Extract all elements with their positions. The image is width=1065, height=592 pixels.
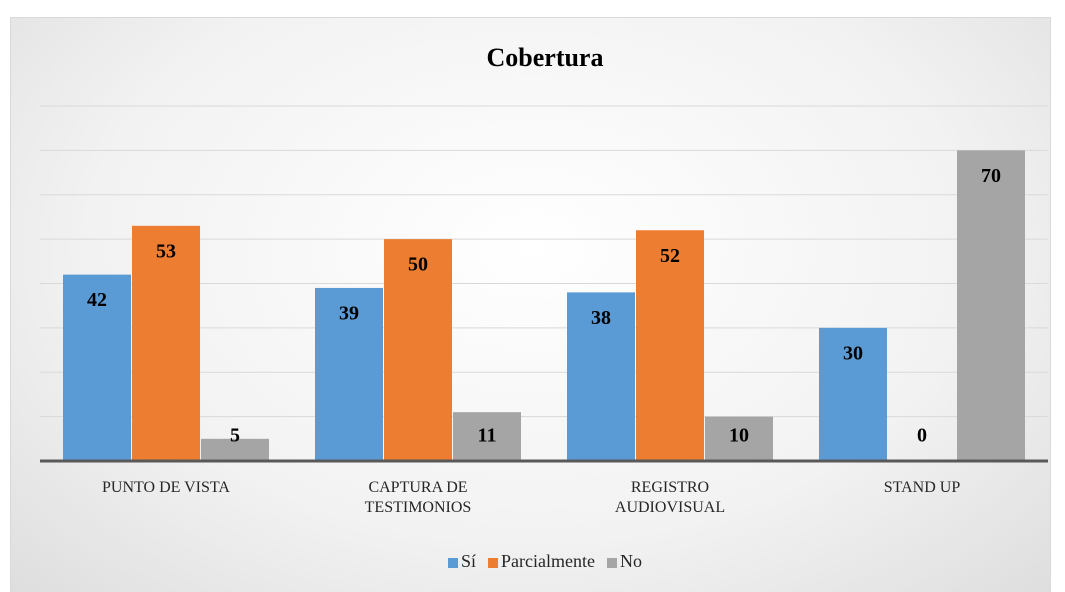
data-label: 52 — [660, 245, 680, 267]
legend: Sí Parcialmente No — [448, 551, 642, 571]
legend-label: Parcialmente — [501, 551, 595, 571]
bar — [636, 230, 704, 461]
data-label: 30 — [843, 342, 863, 364]
data-label: 11 — [478, 425, 497, 447]
bar — [132, 225, 200, 461]
data-label: 39 — [339, 303, 359, 325]
data-label: 50 — [408, 254, 428, 276]
data-label: 5 — [230, 425, 240, 447]
x-tick-label: PUNTO DE VISTA — [102, 479, 230, 496]
bar — [384, 239, 452, 461]
legend-label: Sí — [461, 551, 476, 571]
legend-swatch — [448, 558, 459, 568]
bar — [705, 416, 773, 461]
x-tick-label: REGISTRO AUDIOVISUAL — [614, 479, 726, 516]
bar — [63, 274, 131, 461]
bar — [819, 327, 887, 461]
data-label: 42 — [87, 289, 107, 311]
bar — [315, 287, 383, 461]
data-label: 10 — [729, 425, 749, 447]
bar — [567, 292, 635, 461]
bar — [201, 438, 269, 461]
chart-title: Cobertura — [487, 43, 604, 72]
x-tick-label: CAPTURA DE TESTIMONIOS — [364, 479, 472, 516]
bar — [957, 150, 1025, 461]
data-label: 70 — [981, 165, 1001, 187]
legend-label: No — [620, 551, 642, 571]
data-label: 38 — [591, 307, 611, 329]
legend-swatch — [606, 558, 617, 568]
data-label: 0 — [917, 425, 927, 447]
data-label: 53 — [156, 240, 176, 262]
bar — [453, 412, 521, 461]
x-tick-label: STAND UP — [883, 479, 961, 496]
legend-swatch — [488, 558, 499, 568]
